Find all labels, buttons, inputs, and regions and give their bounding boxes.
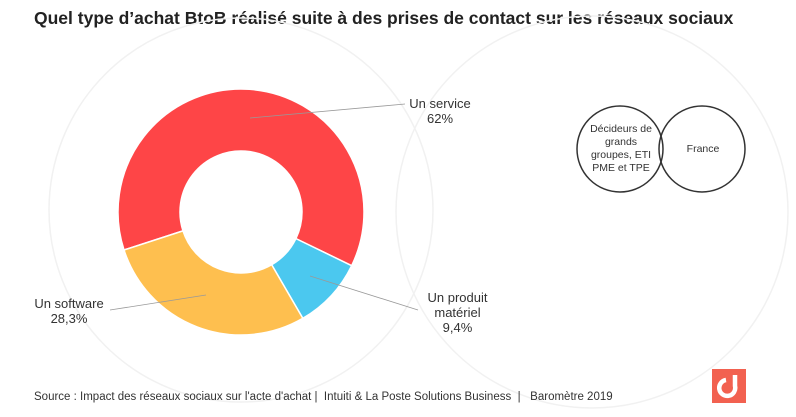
leader-line-software — [109, 294, 207, 311]
label-software: Un software 28,3% — [24, 296, 114, 326]
donut-slice-un-software — [123, 229, 304, 336]
venn-circle-left — [576, 105, 664, 193]
label-service-value: 62% — [426, 111, 454, 126]
label-service: Un service 62% — [395, 96, 485, 126]
label-service-name: Un service — [409, 96, 471, 111]
label-material-value: 9,4% — [442, 320, 473, 335]
leader-line-service — [249, 103, 406, 119]
leader-line-material — [309, 275, 419, 311]
background-circle — [395, 15, 789, 409]
label-material: Un produit matériel 9,4% — [410, 290, 505, 335]
chart-title: Quel type d’achat BtoB réalisé suite à d… — [34, 8, 734, 28]
label-software-name: Un software — [34, 296, 104, 311]
venn-right-text: France — [686, 143, 720, 155]
donut-slice-un-service — [117, 88, 365, 267]
label-software-value: 28,3% — [50, 311, 88, 326]
venn-circle-right — [658, 105, 746, 193]
brand-logo — [712, 369, 746, 403]
background-circle — [48, 17, 434, 403]
label-material-name: Un produit matériel — [427, 290, 488, 320]
source-note: Source : Impact des réseaux sociaux sur … — [34, 391, 613, 403]
venn-left-text: Décideurs de grands groupes, ETI PME et … — [590, 123, 652, 174]
